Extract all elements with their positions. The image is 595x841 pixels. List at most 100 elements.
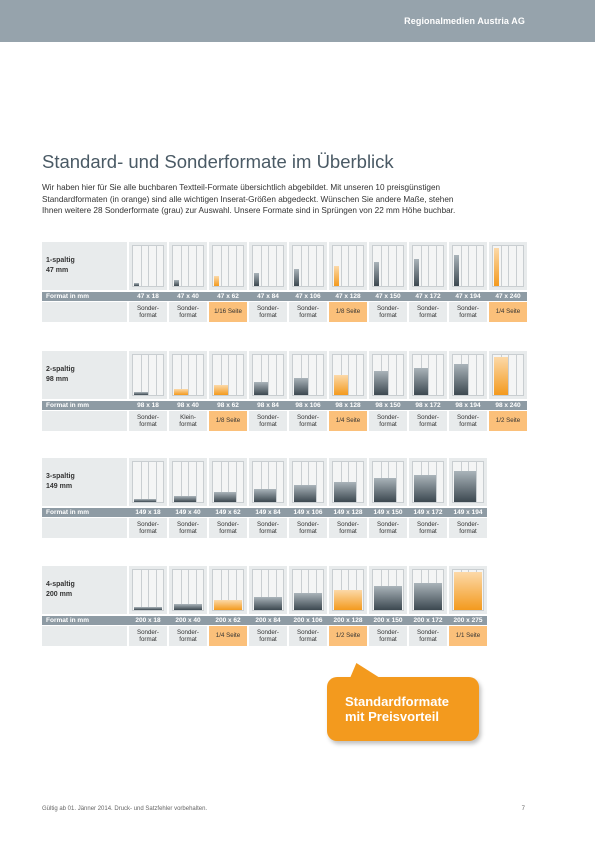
format-size: 47 x 194 [455,293,481,300]
format-type: 1/4 Seite [495,308,521,316]
format-size: 47 x 240 [495,293,521,300]
special-format-area [414,368,428,395]
format-size: 200 x 84 [255,617,281,624]
special-format-area [454,255,459,286]
column-width-label: 200 mm [46,591,73,598]
standard-format-label: 1/8 Seite [329,302,367,322]
special-format-area [414,475,436,502]
special-format-area [294,269,299,286]
format-size: 98 x 106 [295,402,321,409]
format-size: 149 x 106 [293,509,323,516]
intro-line: Wir haben hier für Sie alle buchbaren Te… [42,183,441,192]
format-type: Sonder- format [136,628,159,644]
size-row-header: Format in mm [46,402,89,409]
special-format-area [334,482,356,502]
special-format-label: Klein- format [169,411,207,431]
callout-line2: mit Preisvorteil [345,709,439,724]
page-icon [212,245,244,287]
format-size: 149 x 150 [373,509,403,516]
special-format-label: Sonder- format [289,626,327,646]
special-format-label: Sonder- format [409,302,447,322]
format-type: Sonder- format [456,520,479,536]
page-icon [132,569,164,611]
format-type: Sonder- format [136,413,159,429]
format-type: Sonder- format [296,413,319,429]
standard-format-label: 1/1 Seite [449,626,487,646]
header-bar: Regionalmedien Austria AG [0,0,595,42]
special-format-label: Sonder- format [249,302,287,322]
format-type: Sonder- format [136,304,159,320]
format-type: Sonder- format [216,520,239,536]
brand-name: Regionalmedien Austria AG [404,16,525,26]
format-size: 200 x 40 [175,617,201,624]
special-format-label: Sonder- format [369,626,407,646]
column-width-label: 98 mm [46,376,69,383]
format-size: 47 x 128 [335,293,361,300]
page-icon [132,245,164,287]
special-format-area [414,583,442,610]
special-format-label: Sonder- format [449,302,487,322]
format-type: Sonder- format [376,520,399,536]
format-type: 1/2 Seite [495,417,521,425]
format-type: Sonder- format [296,520,319,536]
format-block-1-spaltig: 1-spaltig 47 mm Format in mm 47 x 18 47 x 40… [42,242,527,322]
page-icon [372,461,404,503]
page-icon [412,245,444,287]
page-icon [172,245,204,287]
special-format-area [174,280,179,286]
type-row-label [42,518,127,538]
size-row-header: Format in mm [46,617,89,624]
special-format-label: Sonder- format [169,302,207,322]
special-format-area [294,378,308,395]
type-row-label [42,626,127,646]
format-size: 149 x 18 [135,509,161,516]
format-size: 47 x 150 [375,293,401,300]
special-format-area [454,471,476,502]
standard-format-label: 1/16 Seite [209,302,247,322]
standard-format-area [454,572,482,610]
special-format-label: Sonder- format [369,302,407,322]
column-label: 3-spaltig 149 mm [42,458,127,506]
special-format-label: Sonder- format [449,518,487,538]
special-format-label: Sonder- format [249,518,287,538]
format-size: 98 x 40 [177,402,199,409]
special-format-label: Sonder- format [329,518,367,538]
format-size: 47 x 106 [295,293,321,300]
page-icon [292,569,324,611]
special-format-label: Sonder- format [249,626,287,646]
special-format-area [134,607,162,610]
format-type: Sonder- format [136,520,159,536]
format-type: Sonder- format [456,413,479,429]
page-number: 7 [521,806,525,812]
column-count-label: 2-spaltig [46,366,75,373]
format-size: 149 x 62 [215,509,241,516]
format-type: 1/8 Seite [335,308,361,316]
special-format-area [374,262,379,286]
format-block-4-spaltig: 4-spaltig 200 mm Format in mm 200 x 18 200 x… [42,566,487,646]
format-type: 1/16 Seite [214,308,242,316]
format-type: Klein- format [179,413,197,429]
format-type: Sonder- format [296,304,319,320]
column-label: 2-spaltig 98 mm [42,351,127,399]
standard-format-area [494,357,508,395]
format-type: Sonder- format [376,628,399,644]
format-size: 149 x 172 [413,509,443,516]
special-format-area [174,496,196,502]
format-size: 149 x 84 [255,509,281,516]
standard-format-area [214,385,228,395]
intro-text: Wir haben hier für Sie alle buchbaren Te… [42,182,562,217]
page-icon [452,245,484,287]
column-count-label: 3-spaltig [46,473,75,480]
format-size: 98 x 240 [495,402,521,409]
format-type: Sonder- format [416,304,439,320]
special-format-label: Sonder- format [169,518,207,538]
format-type: Sonder- format [256,628,279,644]
page-icon [292,354,324,396]
column-count-label: 1-spaltig [46,257,75,264]
page-icon [332,245,364,287]
special-format-label: Sonder- format [409,411,447,431]
format-type: Sonder- format [176,304,199,320]
special-format-area [374,371,388,395]
format-type: Sonder- format [296,628,319,644]
special-format-area [374,586,402,610]
